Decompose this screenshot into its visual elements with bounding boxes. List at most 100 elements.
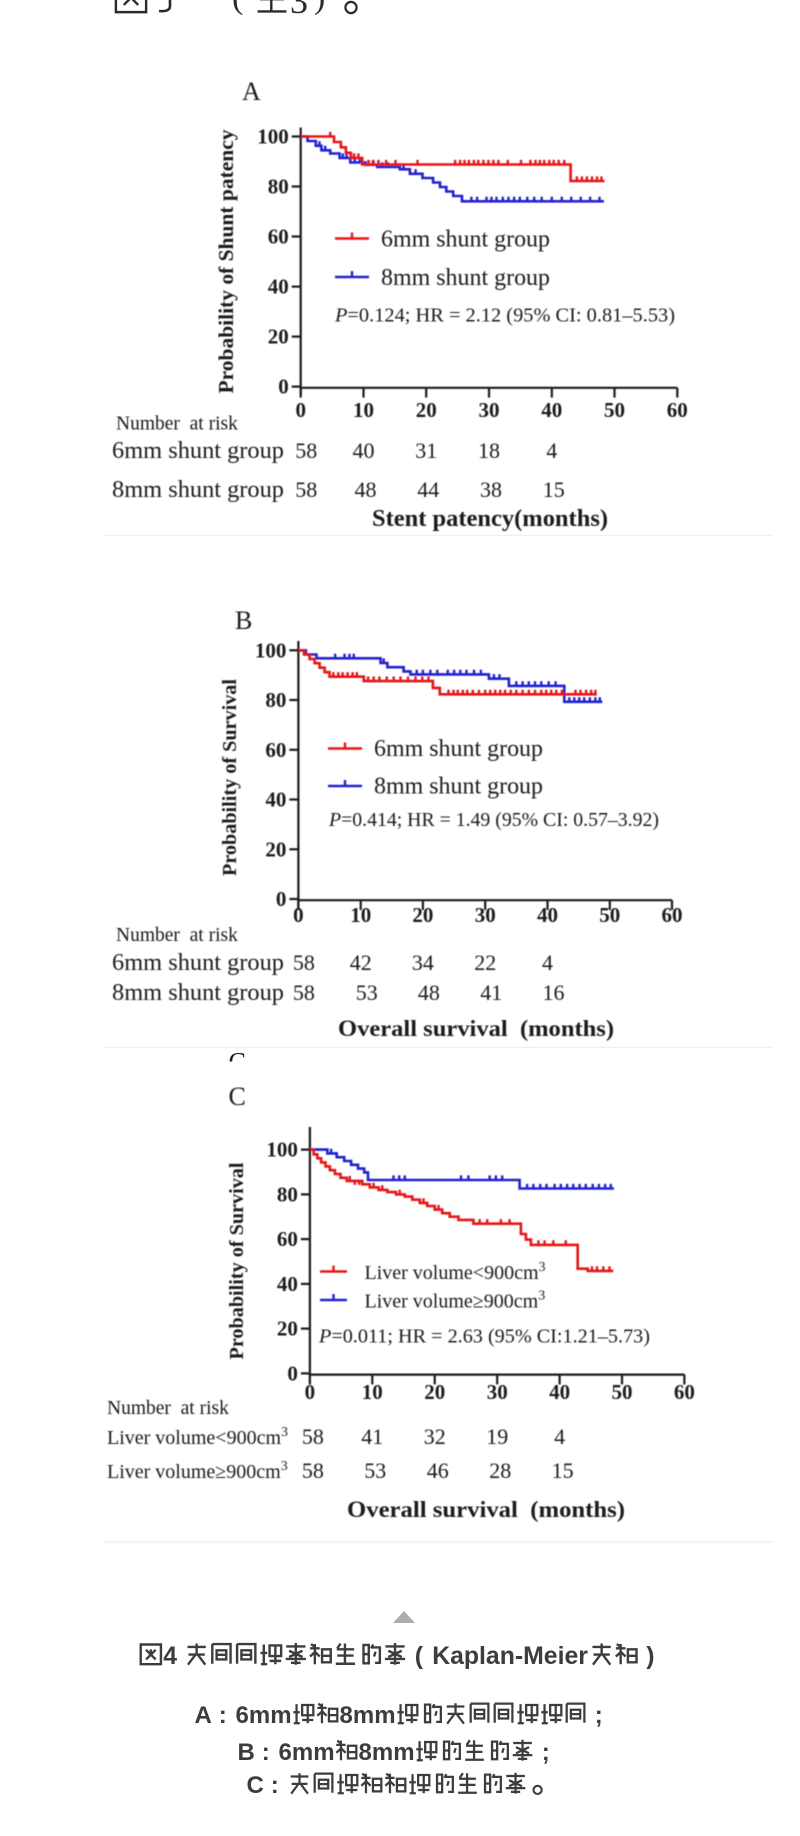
- svg-text:38: 38: [480, 477, 502, 502]
- svg-text:(: (: [232, 0, 243, 16]
- svg-text:Liver volume≥900cm3: Liver volume≥900cm3: [365, 1289, 546, 1313]
- svg-text:0: 0: [276, 887, 287, 911]
- svg-text:;: ;: [595, 1702, 603, 1729]
- svg-text:A: A: [242, 77, 261, 106]
- svg-text:60: 60: [277, 1227, 298, 1251]
- svg-text:Probability of Survival: Probability of Survival: [226, 1162, 248, 1359]
- svg-text:16: 16: [543, 980, 565, 1005]
- svg-text:22: 22: [474, 950, 496, 975]
- svg-text:Liver volume<900cm3: Liver volume<900cm3: [365, 1260, 546, 1284]
- svg-text:40: 40: [268, 275, 289, 299]
- svg-text:42: 42: [350, 950, 372, 975]
- svg-text:20: 20: [412, 903, 433, 927]
- svg-text:60: 60: [674, 1380, 695, 1404]
- svg-text:20: 20: [265, 837, 286, 861]
- svg-text:34: 34: [412, 950, 434, 975]
- svg-text:4: 4: [554, 1424, 565, 1449]
- svg-text:): ): [314, 0, 325, 16]
- svg-text:41: 41: [361, 1424, 383, 1449]
- svg-text:Number at risk: Number at risk: [116, 414, 238, 435]
- svg-text:B: B: [238, 1739, 255, 1766]
- svg-text:58: 58: [293, 980, 315, 1005]
- svg-text:Overall survival (months): Overall survival (months): [347, 1497, 625, 1522]
- svg-text:50: 50: [604, 398, 625, 422]
- svg-text:(: (: [415, 1643, 424, 1670]
- svg-text:P=0.124; HR = 2.12 (95% CI: 0.: P=0.124; HR = 2.12 (95% CI: 0.81–5.53): [334, 305, 675, 327]
- svg-text:Kaplan-Meier: Kaplan-Meier: [432, 1643, 588, 1670]
- svg-text::: :: [219, 1702, 227, 1729]
- svg-text::: :: [262, 1739, 270, 1766]
- svg-text:0: 0: [293, 903, 304, 927]
- svg-text:48: 48: [355, 477, 377, 502]
- svg-text:58: 58: [295, 438, 317, 463]
- svg-text:8mm: 8mm: [340, 1702, 396, 1729]
- svg-text:18: 18: [478, 438, 500, 463]
- svg-text:100: 100: [255, 638, 287, 662]
- svg-text:53: 53: [356, 980, 378, 1005]
- svg-text:100: 100: [266, 1138, 298, 1162]
- svg-text:20: 20: [416, 398, 437, 422]
- svg-text:Probability of Survival: Probability of Survival: [219, 679, 241, 876]
- svg-text:50: 50: [599, 903, 620, 927]
- svg-text:15: 15: [552, 1458, 574, 1483]
- svg-text:32: 32: [424, 1424, 446, 1449]
- svg-text:Number at risk: Number at risk: [116, 925, 238, 946]
- svg-text::: :: [271, 1772, 279, 1799]
- svg-text:80: 80: [265, 688, 286, 712]
- svg-text:Overall survival (months): Overall survival (months): [338, 1016, 614, 1041]
- svg-text:0: 0: [278, 375, 289, 399]
- svg-text:8mm shunt group: 8mm shunt group: [381, 265, 550, 291]
- svg-text:6mm shunt group: 6mm shunt group: [381, 227, 550, 253]
- svg-text:): ): [646, 1643, 654, 1670]
- svg-text:0: 0: [287, 1361, 298, 1385]
- svg-text:40: 40: [541, 398, 562, 422]
- svg-text:30: 30: [475, 903, 496, 927]
- svg-text:8mm shunt group: 8mm shunt group: [112, 980, 284, 1006]
- svg-text:6mm: 6mm: [236, 1702, 292, 1729]
- svg-text:28: 28: [489, 1458, 511, 1483]
- svg-text:58: 58: [302, 1458, 324, 1483]
- svg-text:4: 4: [163, 1643, 184, 1670]
- svg-text:19: 19: [486, 1424, 508, 1449]
- svg-text:100: 100: [257, 125, 289, 149]
- svg-text:6mm: 6mm: [279, 1739, 335, 1766]
- svg-text:80: 80: [268, 175, 289, 199]
- svg-text:40: 40: [549, 1380, 570, 1404]
- svg-text:6mm shunt group: 6mm shunt group: [112, 950, 284, 976]
- svg-text:80: 80: [277, 1182, 298, 1206]
- svg-text:6mm shunt group: 6mm shunt group: [112, 438, 284, 464]
- svg-text:10: 10: [362, 1380, 383, 1404]
- svg-text:40: 40: [537, 903, 558, 927]
- svg-text:60: 60: [662, 903, 683, 927]
- svg-text:60: 60: [667, 398, 688, 422]
- svg-text:C: C: [247, 1772, 264, 1799]
- svg-text:8mm: 8mm: [359, 1739, 415, 1766]
- svg-text:31: 31: [415, 438, 437, 463]
- svg-text:8mm shunt group: 8mm shunt group: [112, 477, 284, 503]
- svg-text:48: 48: [418, 980, 440, 1005]
- svg-text:10: 10: [353, 398, 374, 422]
- svg-text:0: 0: [305, 1380, 316, 1404]
- svg-text:58: 58: [302, 1424, 324, 1449]
- svg-text:P=0.011; HR = 2.63 (95% CI:1.2: P=0.011; HR = 2.63 (95% CI:1.21–5.73): [318, 1326, 650, 1348]
- svg-text:3: 3: [290, 0, 308, 21]
- svg-text:B: B: [235, 606, 252, 635]
- svg-text:20: 20: [268, 325, 289, 349]
- svg-text:53: 53: [364, 1458, 386, 1483]
- svg-text:Liver volume≥900cm3: Liver volume≥900cm3: [107, 1459, 288, 1483]
- svg-text:0: 0: [295, 398, 306, 422]
- svg-text:20: 20: [424, 1380, 445, 1404]
- svg-text:30: 30: [487, 1380, 508, 1404]
- svg-text:Stent patency(months): Stent patency(months): [372, 506, 608, 532]
- svg-text:60: 60: [268, 225, 289, 249]
- svg-text:C: C: [229, 1048, 246, 1077]
- svg-text:41: 41: [480, 980, 502, 1005]
- svg-text:15: 15: [543, 477, 565, 502]
- svg-text:10: 10: [350, 903, 371, 927]
- svg-text:8mm shunt group: 8mm shunt group: [374, 774, 543, 800]
- svg-text:50: 50: [612, 1380, 633, 1404]
- svg-text:20: 20: [277, 1317, 298, 1341]
- svg-text:4: 4: [542, 950, 553, 975]
- svg-text:40: 40: [353, 438, 375, 463]
- svg-text:6mm shunt group: 6mm shunt group: [374, 736, 543, 762]
